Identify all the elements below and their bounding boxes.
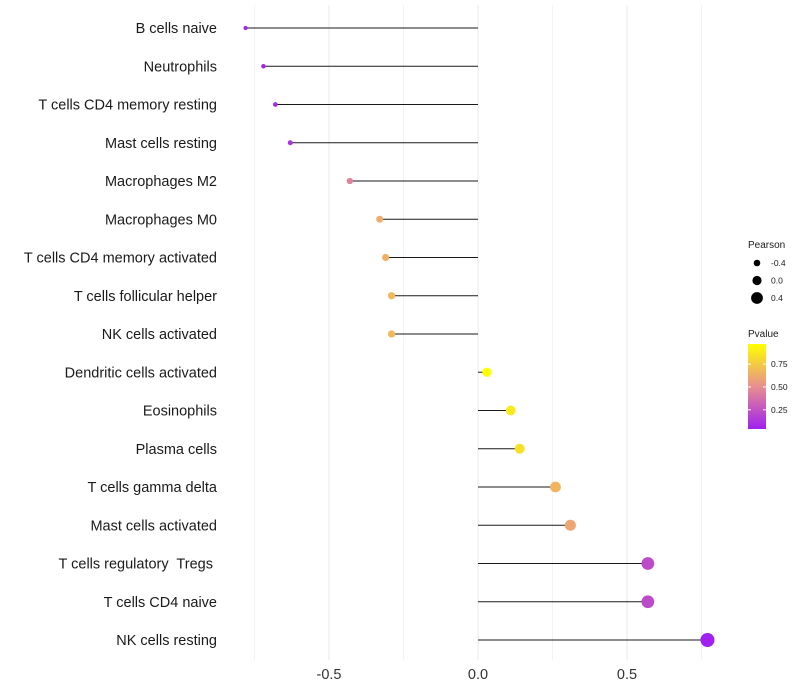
data-point	[376, 215, 384, 223]
stems	[245, 27, 708, 641]
category-label: Eosinophils	[143, 404, 217, 420]
category-label: T cells regulatory Tregs	[59, 557, 218, 573]
data-point	[505, 405, 516, 416]
colorbar-tick-label: 0.50	[771, 382, 788, 392]
legend-size-key	[752, 275, 762, 286]
data-point	[261, 63, 266, 69]
category-label: Mast cells activated	[90, 518, 217, 534]
category-label: Mast cells resting	[105, 136, 217, 152]
legend-size-key	[753, 259, 761, 267]
legend-pvalue-title: Pvalue	[748, 329, 779, 340]
data-point	[243, 25, 248, 31]
data-point	[382, 253, 390, 262]
category-label: Macrophages M2	[105, 174, 217, 190]
legend-pearson-title: Pearson	[748, 240, 785, 251]
legend-pvalue: Pvalue 0.25 0.50 0.75	[748, 329, 788, 429]
category-label: T cells CD4 naive	[104, 595, 217, 611]
pvalue-colorbar	[748, 344, 766, 429]
legend-pearson: Pearson -0.4 0.0 0.4	[748, 240, 786, 304]
data-point	[387, 330, 396, 338]
x-axis-ticks: -0.5 0.0 0.5	[317, 667, 638, 683]
data-point	[346, 177, 354, 185]
data-point	[641, 557, 655, 570]
data-point	[272, 102, 278, 107]
data-point	[482, 367, 492, 377]
category-label: B cells naive	[136, 21, 217, 37]
category-label: Neutrophils	[144, 59, 217, 75]
data-point	[564, 519, 576, 531]
data-point	[514, 443, 525, 454]
legend-size-label: 0.4	[771, 293, 783, 303]
x-tick-label: -0.5	[317, 667, 342, 683]
category-labels: B cells naive Neutrophils T cells CD4 memo…	[24, 21, 218, 649]
points	[243, 25, 715, 648]
category-label: T cells CD4 memory resting	[38, 98, 217, 114]
category-label: Macrophages M0	[105, 212, 217, 228]
category-label: NK cells resting	[116, 633, 217, 649]
data-point	[550, 481, 561, 493]
colorbar-tick-label: 0.75	[771, 359, 788, 369]
legend-size-label: -0.4	[771, 258, 786, 268]
data-point	[700, 632, 715, 648]
legend-size-label: 0.0	[771, 276, 783, 286]
data-point	[287, 140, 293, 146]
colorbar-tick-label: 0.25	[771, 405, 788, 415]
category-label: T cells gamma delta	[88, 480, 218, 496]
data-point	[387, 292, 396, 300]
x-tick-label: 0.0	[468, 667, 488, 683]
category-label: Plasma cells	[136, 442, 217, 458]
grid-layer	[254, 5, 702, 660]
category-label: T cells follicular helper	[74, 289, 217, 305]
category-label: Dendritic cells activated	[65, 365, 217, 381]
category-label: T cells CD4 memory activated	[24, 251, 217, 267]
legend-size-key	[751, 292, 763, 304]
category-label: NK cells activated	[102, 327, 217, 343]
data-point	[641, 595, 655, 609]
x-tick-label: 0.5	[617, 667, 637, 683]
